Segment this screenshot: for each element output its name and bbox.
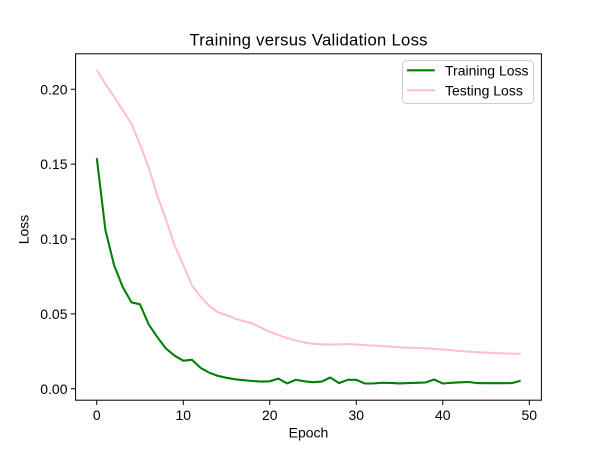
svg-text:0.00: 0.00	[40, 381, 67, 397]
svg-text:40: 40	[435, 407, 451, 423]
svg-text:Training Loss: Training Loss	[445, 62, 529, 78]
svg-text:50: 50	[522, 407, 538, 423]
svg-text:0: 0	[93, 407, 101, 423]
svg-text:0.15: 0.15	[40, 156, 67, 172]
svg-text:20: 20	[262, 407, 278, 423]
svg-text:Testing Loss: Testing Loss	[445, 82, 523, 98]
svg-text:30: 30	[348, 407, 364, 423]
svg-text:0.10: 0.10	[40, 231, 67, 247]
svg-text:Epoch: Epoch	[289, 425, 329, 441]
svg-text:Training versus Validation Los: Training versus Validation Loss	[189, 30, 427, 49]
svg-text:0.05: 0.05	[40, 306, 67, 322]
svg-text:10: 10	[175, 407, 191, 423]
svg-text:Loss: Loss	[15, 215, 31, 245]
svg-text:0.20: 0.20	[40, 81, 67, 97]
